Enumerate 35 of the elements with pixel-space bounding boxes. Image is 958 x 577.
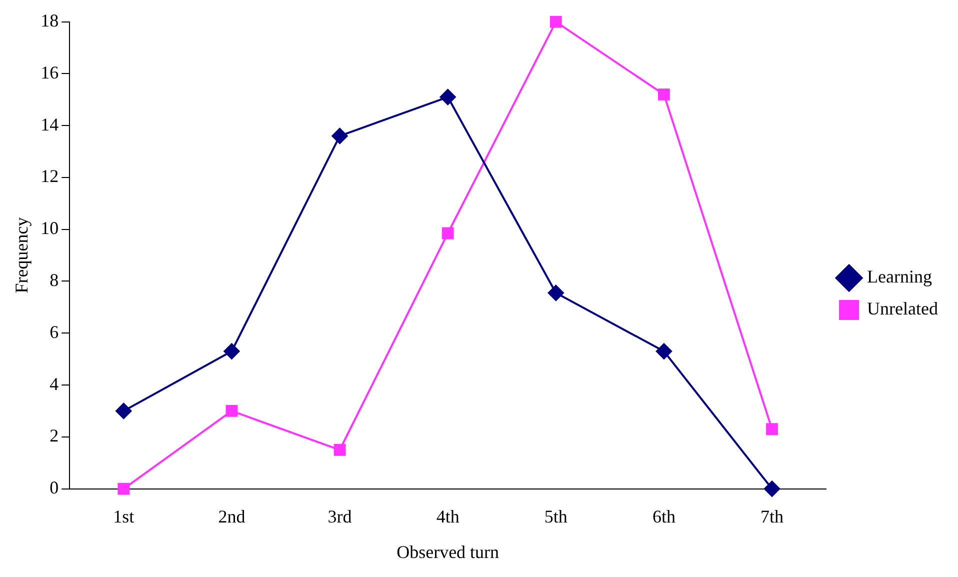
y-tick-label: 0 — [50, 478, 59, 498]
y-tick-label: 8 — [50, 270, 59, 290]
y-tick-label: 10 — [40, 218, 59, 238]
x-axis-title: Observed turn — [396, 542, 500, 562]
point — [442, 227, 454, 240]
point — [116, 402, 132, 419]
point — [226, 405, 238, 417]
legend-label: Learning — [867, 266, 932, 287]
y-axis-title: Frequency — [12, 217, 32, 294]
y-tick-label: 6 — [50, 322, 59, 342]
point — [658, 88, 670, 100]
point — [224, 343, 240, 360]
y-tick-label: 4 — [50, 374, 59, 394]
x-tick-label: 4th — [436, 506, 460, 526]
point — [440, 89, 456, 106]
point — [334, 444, 346, 456]
point — [332, 128, 348, 144]
point — [548, 284, 564, 301]
point — [118, 482, 130, 495]
x-tick-label: 2nd — [218, 506, 246, 526]
point — [764, 480, 780, 497]
point — [550, 16, 562, 28]
x-tick-label: 1st — [113, 506, 134, 526]
y-tick-label: 2 — [50, 426, 59, 446]
y-tick-label: 12 — [40, 166, 59, 186]
x-tick-label: 6th — [652, 506, 676, 526]
y-tick-label: 18 — [40, 10, 59, 31]
x-tick-label: 5th — [544, 506, 568, 526]
legend-label: Unrelated — [867, 298, 938, 319]
x-tick-label: 3rd — [328, 506, 352, 526]
point — [656, 343, 672, 360]
y-tick-label: 14 — [40, 114, 59, 134]
x-tick-label: 7th — [760, 506, 784, 526]
point — [766, 423, 778, 436]
y-tick-label: 16 — [40, 62, 59, 82]
